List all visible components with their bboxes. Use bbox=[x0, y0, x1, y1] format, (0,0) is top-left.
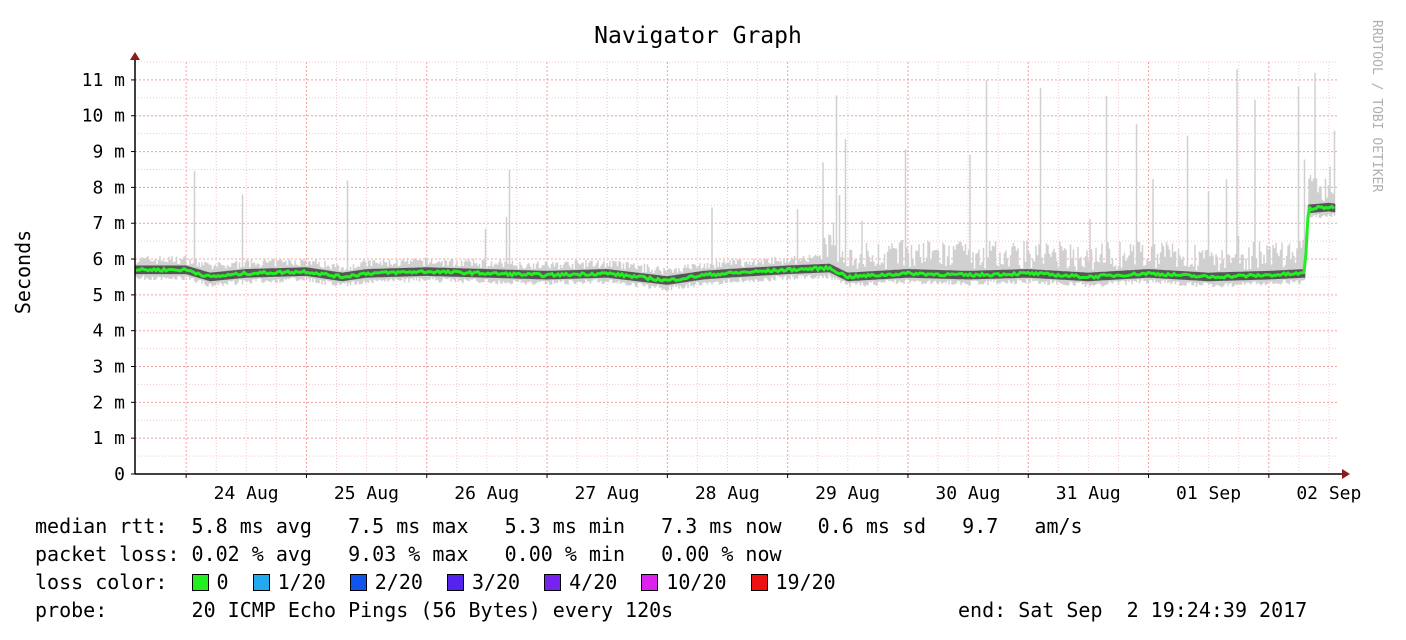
y-axis-arrow bbox=[130, 52, 140, 60]
x-tick-label: 25 Aug bbox=[334, 483, 399, 504]
x-tick-label: 02 Sep bbox=[1296, 483, 1361, 504]
end-time: end: Sat Sep 2 19:24:39 2017 bbox=[958, 598, 1308, 622]
loss-color-item: 2/20 bbox=[349, 570, 423, 594]
chart-title: Navigator Graph bbox=[594, 23, 802, 49]
smoke-layer bbox=[135, 69, 1336, 291]
loss-color-label-text: 10/20 bbox=[666, 570, 727, 594]
x-tick-label: 27 Aug bbox=[575, 483, 640, 504]
x-tick-label: 01 Sep bbox=[1176, 483, 1241, 504]
y-tick-label: 10 m bbox=[82, 106, 125, 127]
loss-color-label-text: 0 bbox=[216, 570, 229, 594]
x-tick-label: 28 Aug bbox=[695, 483, 760, 504]
y-tick-label: 2 m bbox=[92, 392, 125, 413]
median-rtt-line bbox=[135, 204, 1336, 283]
packet-loss-row: packet loss: 0.02 % avg 9.03 % max 0.00 … bbox=[35, 540, 782, 568]
median-rtt-label: median rtt: bbox=[35, 514, 168, 538]
y-tick-label: 7 m bbox=[92, 213, 125, 234]
loss-color-swatch bbox=[641, 574, 659, 591]
y-tick-label: 5 m bbox=[92, 285, 125, 306]
y-tick-label: 3 m bbox=[92, 357, 125, 378]
loss-color-item: 0 bbox=[191, 570, 229, 594]
probe-values: 20 ICMP Echo Pings (56 Bytes) every 120s bbox=[191, 598, 674, 622]
loss-color-row: loss color: 0 1/20 2/20 3/20 4/20 10/20 19/20 bbox=[35, 568, 860, 596]
probe-label: probe: bbox=[35, 598, 108, 622]
loss-color-item: 1/20 bbox=[252, 570, 326, 594]
loss-color-swatch bbox=[446, 574, 464, 591]
axis-layer: 0 1 m 2 m 3 m 4 m 5 m 6 m 7 m 8 m 9 m 10 m 11 m 24 A… bbox=[82, 52, 1361, 504]
loss-color-item: 19/20 bbox=[750, 570, 836, 594]
y-tick-label: 8 m bbox=[92, 177, 125, 198]
y-axis-label: Seconds bbox=[11, 230, 35, 314]
loss-color-label: loss color: bbox=[35, 570, 168, 594]
loss-color-item: 10/20 bbox=[641, 570, 727, 594]
x-tick-label: 24 Aug bbox=[214, 483, 279, 504]
loss-color-label-text: 1/20 bbox=[277, 570, 326, 594]
loss-color-swatch bbox=[191, 574, 209, 591]
y-tick-label: 11 m bbox=[82, 70, 125, 91]
loss-color-label-text: 2/20 bbox=[374, 570, 423, 594]
loss-color-swatch bbox=[544, 574, 562, 591]
series-layer bbox=[135, 204, 1336, 283]
loss-color-swatch bbox=[349, 574, 367, 591]
chart: Navigator Graph Seconds RRDTOOL / TOBI O… bbox=[11, 20, 1384, 504]
loss-color-label-text: 3/20 bbox=[471, 570, 521, 594]
loss-color-legend: 0 1/20 2/20 3/20 4/20 10/20 19/20 bbox=[191, 570, 860, 594]
x-tick-label: 31 Aug bbox=[1056, 483, 1121, 504]
y-tick-label: 0 bbox=[114, 464, 125, 485]
y-tick-label: 9 m bbox=[92, 142, 125, 163]
median-rtt-row: median rtt: 5.8 ms avg 7.5 ms max 5.3 ms… bbox=[35, 512, 1083, 540]
loss-color-swatch bbox=[252, 574, 270, 591]
y-tick-label: 6 m bbox=[92, 249, 125, 270]
loss-color-label-text: 19/20 bbox=[775, 570, 836, 594]
loss-color-label-text: 4/20 bbox=[569, 570, 618, 594]
x-axis-arrow bbox=[1342, 469, 1350, 479]
median-rtt-values: 5.8 ms avg 7.5 ms max 5.3 ms min 7.3 ms … bbox=[191, 514, 1083, 538]
x-tick-label: 26 Aug bbox=[454, 483, 519, 504]
loss-color-item: 4/20 bbox=[544, 570, 617, 594]
y-tick-label: 1 m bbox=[92, 428, 125, 449]
x-tick-label: 29 Aug bbox=[815, 483, 880, 504]
y-tick-label: 4 m bbox=[92, 321, 125, 342]
smoke-spread bbox=[135, 69, 1336, 291]
loss-color-item: 3/20 bbox=[446, 570, 521, 594]
watermark: RRDTOOL / TOBI OETIKER bbox=[1369, 20, 1384, 192]
x-tick-label: 30 Aug bbox=[935, 483, 1000, 504]
packet-loss-values: 0.02 % avg 9.03 % max 0.00 % min 0.00 % … bbox=[191, 542, 782, 566]
packet-loss-label: packet loss: bbox=[35, 542, 180, 566]
probe-row: probe: 20 ICMP Echo Pings (56 Bytes) eve… bbox=[35, 596, 1375, 624]
loss-color-swatch bbox=[750, 574, 768, 591]
